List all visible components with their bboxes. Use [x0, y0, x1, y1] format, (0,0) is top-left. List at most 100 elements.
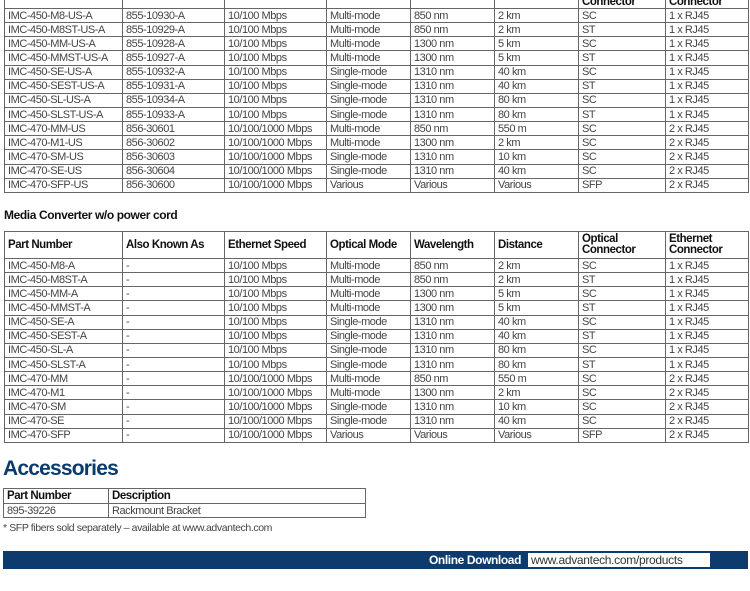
table-cell: IMC-450-SEST-A — [4, 328, 123, 344]
table-cell: Single-mode — [326, 64, 411, 80]
table-cell: - — [122, 286, 225, 302]
table-cell: 80 km — [494, 356, 579, 373]
table-cell: 1310 nm — [410, 64, 495, 80]
table-cell: 1 x RJ45 — [665, 64, 749, 80]
table-cell: IMC-450-M8-US-A — [4, 7, 123, 24]
table-cell: 10/100 Mbps — [224, 257, 327, 274]
table-cell: 40 km — [494, 413, 579, 429]
table-row: IMC-470-SE -10/100/1000 Mbps Single-mode 13… — [4, 413, 749, 429]
table-cell: 855-10934-A — [122, 92, 225, 108]
table-cell: - — [122, 272, 225, 288]
table-cell: 2 x RJ45 — [665, 385, 749, 401]
table-cell: 1310 nm — [410, 399, 495, 415]
table-cell: ST — [578, 50, 666, 66]
table-cell: 855-10928-A — [122, 36, 225, 52]
column-header: Connector — [578, 0, 666, 9]
table-row: IMC-450-SE-A -10/100 Mbps Single-mode 1310 … — [4, 314, 749, 330]
column-header: Description — [108, 488, 366, 504]
table-cell: 10/100/1000 Mbps — [224, 399, 327, 415]
table-cell: IMC-450-SL-US-A — [4, 92, 123, 108]
table-cell: Multi-mode — [326, 257, 411, 274]
table-row: IMC-450-SLST-A -10/100 Mbps Single-mode 131… — [4, 356, 749, 373]
table-row: IMC-450-MMST-US-A 855-10927-A 10/100 Mbps M… — [4, 50, 749, 66]
table-cell: 1310 nm — [410, 78, 495, 94]
table-cell: SC — [578, 257, 666, 274]
table-cell: 1 x RJ45 — [665, 36, 749, 52]
table-cell: 10/100 Mbps — [224, 328, 327, 344]
table-row: IMC-470-MM-US 856-30601 10/100/1000 Mbps Mu… — [4, 121, 749, 137]
accessories-table: Part Number Description 895-39226 Rackmoun… — [3, 488, 366, 519]
table-row: 895-39226 Rackmount Bracket — [3, 502, 366, 519]
table-cell: 856-30604 — [122, 163, 225, 179]
table-row: IMC-450-MMST-A -10/100 Mbps Multi-mode 1300… — [4, 300, 749, 316]
table-cell: 2 x RJ45 — [665, 177, 749, 193]
table-cell: 1310 nm — [410, 149, 495, 165]
table-cell: - — [122, 328, 225, 344]
table-cell: 2 x RJ45 — [665, 149, 749, 165]
table-cell: 2 x RJ45 — [665, 399, 749, 415]
table-row: IMC-450-MM-A -10/100 Mbps Multi-mode 1300 n… — [4, 286, 749, 302]
table-row: IMC-450-MM-US-A 855-10928-A 10/100 Mbps Mul… — [4, 36, 749, 52]
table-cell: 10/100/1000 Mbps — [224, 427, 327, 443]
table-row: IMC-450-SL-A -10/100 Mbps Single-mode 1310 … — [4, 342, 749, 358]
table-cell: Single-mode — [326, 78, 411, 94]
table-cell: IMC-470-SM — [4, 399, 123, 415]
column-header: Ethernet Speed — [224, 231, 327, 259]
table-cell: 40 km — [494, 64, 579, 80]
table-cell: 1 x RJ45 — [665, 106, 749, 123]
table-cell: Various — [494, 427, 579, 443]
table-cell: Multi-mode — [326, 7, 411, 24]
table-cell: SC — [578, 135, 666, 151]
table-cell: 40 km — [494, 314, 579, 330]
table-cell: Multi-mode — [326, 22, 411, 38]
table-cell: 1300 nm — [410, 36, 495, 52]
table-cell: 10/100/1000 Mbps — [224, 163, 327, 179]
table-cell: 1 x RJ45 — [665, 356, 749, 373]
table-cell: 10/100 Mbps — [224, 92, 327, 108]
table-cell: 10/100 Mbps — [224, 106, 327, 123]
table-cell: Various — [410, 427, 495, 443]
table-cell: Multi-mode — [326, 135, 411, 151]
table-cell: ST — [578, 300, 666, 316]
table-cell: Multi-mode — [326, 371, 411, 387]
table-cell: 40 km — [494, 163, 579, 179]
column-header — [122, 0, 225, 9]
table-cell: 10/100 Mbps — [224, 78, 327, 94]
column-header: Distance — [494, 231, 579, 259]
table-cell: ST — [578, 356, 666, 373]
table-cell: IMC-450-MMST-US-A — [4, 50, 123, 66]
column-header: Optical Connector — [578, 231, 666, 259]
table-cell: - — [122, 371, 225, 387]
table-cell: IMC-470-SE-US — [4, 163, 123, 179]
table-cell: Various — [326, 177, 411, 193]
table-cell: 2 km — [494, 257, 579, 274]
table-cell: 1 x RJ45 — [665, 328, 749, 344]
download-url-link[interactable]: www.advantech.com/products — [528, 553, 710, 567]
table-cell: 10/100 Mbps — [224, 342, 327, 358]
column-header: Also Known As — [122, 231, 225, 259]
table-cell: IMC-470-SFP — [4, 427, 123, 443]
table-cell: SC — [578, 399, 666, 415]
table-cell: 10/100 Mbps — [224, 7, 327, 24]
table-cell: 10/100/1000 Mbps — [224, 385, 327, 401]
table-row: IMC-470-SFP-US 856-30600 10/100/1000 Mbps V… — [4, 177, 749, 193]
table-cell: 1300 nm — [410, 135, 495, 151]
table-cell: IMC-470-SFP-US — [4, 177, 123, 193]
table-cell: SC — [578, 121, 666, 137]
table-cell: 10/100 Mbps — [224, 356, 327, 373]
table-cell: Multi-mode — [326, 36, 411, 52]
table-cell: IMC-450-SE-US-A — [4, 64, 123, 80]
table-cell: IMC-450-MM-US-A — [4, 36, 123, 52]
table-cell: 855-10929-A — [122, 22, 225, 38]
table-cell: Multi-mode — [326, 272, 411, 288]
table-cell: IMC-470-MM-US — [4, 121, 123, 137]
column-header — [4, 0, 123, 9]
table-cell: 2 km — [494, 7, 579, 24]
table-cell: 10/100 Mbps — [224, 22, 327, 38]
table-cell: SC — [578, 371, 666, 387]
table-cell: Single-mode — [326, 399, 411, 415]
table-row: IMC-470-M1-10/100/1000 Mbps Multi-mode 130… — [4, 385, 749, 401]
table-cell: IMC-450-M8ST-A — [4, 272, 123, 288]
table-cell: IMC-450-M8-A — [4, 257, 123, 274]
column-header — [224, 0, 327, 9]
